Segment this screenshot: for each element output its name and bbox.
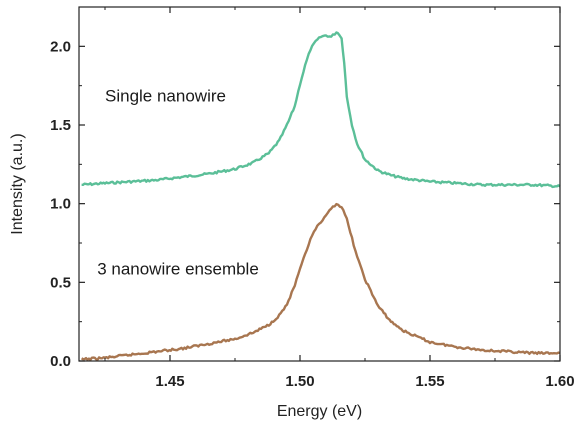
y-tick-label: 1.5 (50, 117, 71, 134)
y-tick-label: 2.0 (50, 38, 71, 55)
ticks-layer: 1.45 1.50 1.55 1.60 0.0 0.5 1.0 1.5 2.0 (50, 7, 575, 390)
y-axis-label: Intensity (a.u.) (9, 133, 26, 234)
y-tick-label: 0.5 (50, 274, 71, 291)
plot-frame (78, 6, 561, 362)
x-tick-label: 1.60 (545, 373, 574, 390)
series-layer (80, 31, 561, 361)
series-annotation-0: Single nanowire (105, 86, 226, 105)
y-tick-label: 1.0 (50, 196, 71, 213)
series-line-0 (81, 31, 561, 189)
x-tick-label: 1.45 (155, 373, 184, 390)
y-tick-label: 0.0 (50, 353, 71, 370)
x-tick-label: 1.50 (285, 373, 314, 390)
series-line-1 (80, 202, 561, 361)
series-annotation-1: 3 nanowire ensemble (97, 259, 259, 278)
x-tick-label: 1.55 (415, 373, 444, 390)
x-axis-label: Energy (eV) (277, 403, 362, 420)
annotation-layer: Single nanowire 3 nanowire ensemble (97, 86, 259, 278)
